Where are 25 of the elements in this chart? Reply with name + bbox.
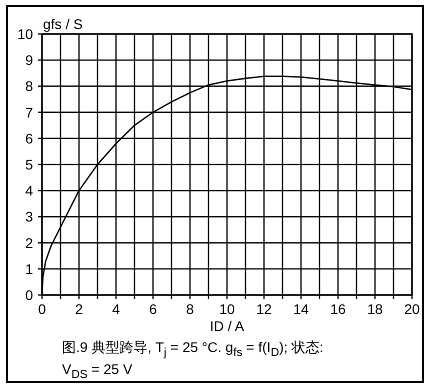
y-tick-label: 8	[25, 78, 34, 94]
x-tick-label: 6	[149, 301, 158, 317]
x-tick-label: 4	[112, 301, 120, 317]
x-tick-label: 10	[219, 301, 235, 317]
x-tick-label: 20	[404, 301, 420, 317]
x-axis-title: ID / A	[210, 318, 245, 334]
x-tick-label: 16	[330, 301, 346, 317]
y-tick-label: 10	[17, 26, 34, 42]
y-tick-label: 9	[25, 52, 34, 68]
x-tick-label: 8	[186, 301, 194, 317]
y-axis-title: gfs / S	[43, 16, 83, 32]
x-tick-label: 12	[256, 301, 272, 317]
y-tick-label: 1	[25, 260, 34, 277]
x-tick-label: 14	[293, 301, 309, 317]
x-tick-label: 2	[75, 301, 84, 317]
y-tick-label: 0	[25, 287, 34, 303]
y-tick-label: 3	[25, 208, 34, 225]
y-tick-label: 6	[25, 130, 34, 146]
y-tick-label: 4	[25, 182, 34, 199]
y-tick-label: 5	[25, 156, 34, 172]
x-tick-label: 0	[38, 301, 46, 317]
x-tick-label: 18	[367, 301, 383, 317]
text: 图.9 典型跨导, T$_{j}$ = 25 °C. g$_{fs}$ = f(I$_{D}$); 状态: V$_{DS}$ = 25 V	[62, 339, 324, 381]
y-tick-label: 7	[25, 104, 34, 120]
y-tick-label: 2	[25, 234, 34, 251]
